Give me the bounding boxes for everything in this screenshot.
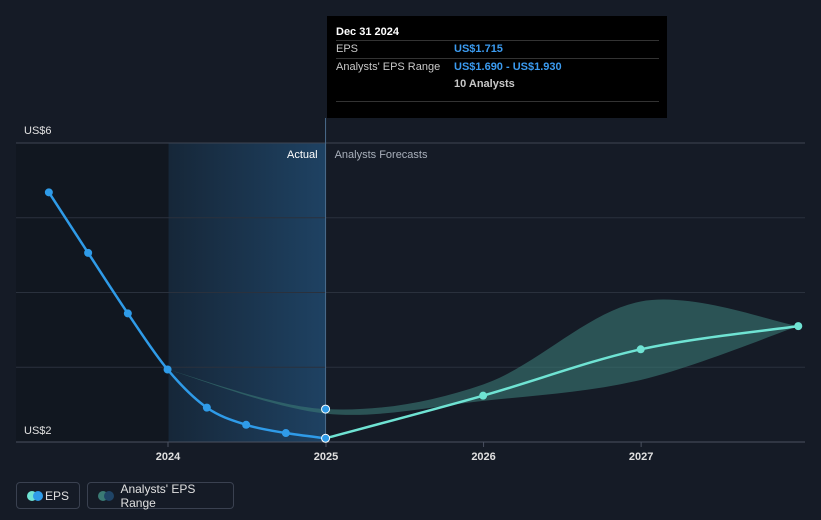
eps-legend-icon	[27, 490, 43, 501]
tooltip-analysts-row: 10 Analysts	[336, 76, 659, 93]
actual-eps-point	[123, 309, 132, 318]
tooltip-date: Dec 31 2024	[336, 26, 399, 38]
forecast-label: Analysts Forecasts	[335, 149, 428, 161]
x-tick-label: 2026	[471, 451, 495, 463]
forecast-eps-line	[325, 324, 799, 440]
tooltip-eps-value: US$1.715	[454, 43, 503, 55]
forecast-eps-point	[479, 391, 488, 400]
actual-eps-point	[281, 429, 290, 438]
hover-range-marker	[321, 404, 331, 414]
actual-eps-point	[163, 365, 172, 374]
tooltip-analysts-count: 10 Analysts	[454, 78, 515, 90]
tooltip-divider	[336, 101, 659, 102]
analyst-range-band	[167, 299, 799, 415]
tooltip-range-value: US$1.690 - US$1.930	[454, 61, 562, 73]
tooltip-eps-label: EPS	[336, 43, 359, 55]
range-legend-icon	[98, 490, 114, 501]
legend-range-button[interactable]: Analysts' EPS Range	[87, 481, 234, 510]
x-tick-label: 2025	[314, 451, 338, 463]
forecast-eps-point	[636, 345, 645, 354]
tooltip-range-row: Analysts' EPS Range US$1.690 - US$1.930	[336, 58, 659, 76]
actual-eps-point	[44, 188, 53, 197]
x-tick-label: 2027	[629, 451, 653, 463]
y-tick-label: US$2	[24, 425, 52, 437]
x-tick-label: 2024	[156, 451, 181, 463]
forecast-eps-point	[794, 322, 803, 331]
tooltip-range-label: Analysts' EPS Range	[336, 61, 441, 73]
hover-eps-marker	[321, 433, 331, 443]
actual-eps-point	[242, 420, 251, 429]
legend-range-label: Analysts' EPS Range	[120, 481, 196, 510]
actual-eps-point	[202, 403, 211, 412]
tooltip: Dec 31 2024 EPS US$1.715 Analysts' EPS R…	[327, 16, 667, 118]
tooltip-eps-row: EPS US$1.715	[336, 40, 659, 58]
actual-eps-point	[84, 248, 93, 257]
legend-eps-button[interactable]: EPS	[16, 482, 80, 509]
legend-eps-label: EPS	[44, 488, 69, 503]
actual-label: Actual	[287, 149, 318, 161]
y-tick-label: US$6	[24, 125, 52, 137]
